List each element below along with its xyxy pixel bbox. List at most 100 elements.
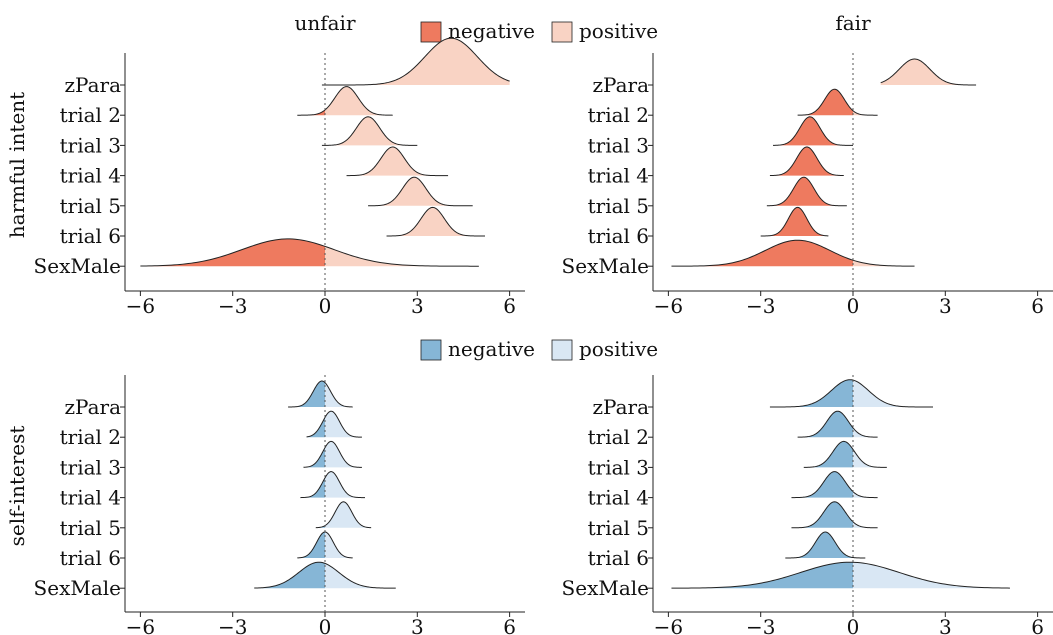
x-tick-label: −6 [126, 615, 155, 635]
ridge-fill-positive [853, 449, 887, 468]
ridge-label: trial 3 [60, 455, 121, 479]
x-tick-label: 3 [411, 615, 424, 635]
x-tick-label: −6 [654, 615, 683, 635]
ridge-fill-positive [325, 532, 353, 558]
x-tick-label: −6 [126, 294, 155, 318]
x-tick-label: −3 [218, 294, 247, 318]
ridge-fill-positive [853, 427, 878, 438]
x-tick-label: 0 [319, 294, 332, 318]
ridge-fill-negative [671, 562, 853, 589]
ridge-fill-positive [386, 207, 485, 236]
panel-0-1: −6 −3 0 3 6 SexMale trial 6 trial 5 trial 4 trial… [562, 53, 1053, 318]
ridge-label: trial 6 [588, 546, 649, 570]
legend-label-positive: positive [579, 337, 658, 361]
column-title-unfair: unfair [294, 11, 355, 35]
legend-label-negative: negative [448, 337, 535, 361]
ridge-label: trial 2 [588, 103, 649, 127]
ridge-fill-negative [803, 441, 853, 468]
ridge-fill-positive [325, 382, 353, 407]
ridge-fill-positive [325, 116, 418, 146]
ridge-fill-negative [766, 177, 847, 206]
ridge-outline [306, 410, 362, 438]
ridge-outline [254, 561, 396, 589]
legend-swatch-negative [420, 339, 442, 361]
x-tick-label: 0 [319, 615, 332, 635]
legend-swatch-positive [551, 21, 573, 43]
ridge-label: trial 3 [588, 455, 649, 479]
ridge-label: SexMale [34, 576, 121, 600]
ridge-label: SexMale [34, 254, 121, 278]
ridge-fill-negative [315, 525, 325, 528]
ridge-label: SexMale [562, 254, 649, 278]
ridge-label: trial 3 [588, 133, 649, 157]
ridge-fill-negative [303, 447, 325, 468]
ridge-label: trial 5 [588, 516, 649, 540]
ridge-fill-negative [297, 532, 325, 558]
ridge-label: zPara [592, 395, 649, 419]
ridge-label: zPara [592, 73, 649, 97]
ridge-outline [140, 238, 479, 267]
ridge-fill-negative [254, 562, 325, 589]
ridge-outline [880, 58, 977, 86]
ridge-label: trial 2 [60, 103, 121, 127]
ridge-outline [791, 471, 878, 499]
x-tick-label: 6 [1031, 615, 1044, 635]
ridge-outline [368, 176, 473, 207]
ridge-label: SexMale [562, 576, 649, 600]
row-title-harmful-intent: harmful intent [5, 92, 29, 238]
x-tick-label: 0 [847, 294, 860, 318]
ridge-label: trial 5 [60, 516, 121, 540]
x-tick-label: −3 [746, 615, 775, 635]
ridge-outline [769, 379, 934, 408]
ridge-outline [321, 116, 418, 146]
ridge-outline [303, 440, 362, 468]
ridge-label: trial 4 [60, 486, 121, 510]
ridge-fill-positive [325, 471, 365, 498]
ridge-outline [386, 206, 486, 237]
legend-swatch-positive [551, 339, 573, 361]
ridge-fill-negative [671, 240, 853, 267]
ridge-label: trial 4 [588, 486, 649, 510]
ridge-outline [321, 37, 510, 86]
ridge-label: trial 5 [60, 194, 121, 218]
ridge-fill-negative [288, 381, 325, 407]
x-tick-label: 6 [503, 615, 516, 635]
ridge-fill-positive [368, 177, 473, 206]
x-tick-label: 6 [1031, 294, 1044, 318]
legend-label-positive: positive [579, 19, 658, 43]
ridge-outline [769, 146, 844, 177]
ridge-outline [791, 501, 878, 529]
ridge-label: trial 4 [588, 164, 649, 188]
ridge-outline [766, 176, 847, 207]
column-title-fair: fair [835, 11, 871, 35]
ridge-outline [671, 561, 1010, 589]
ridge-outline [297, 86, 393, 116]
ridge-fill-positive [325, 86, 393, 116]
ridge-label: trial 2 [588, 425, 649, 449]
ridge-fill-negative [306, 417, 325, 438]
ridge-outline [300, 471, 366, 499]
legend-harmful-intent: negative positive [420, 19, 658, 43]
ridge-fill-positive [853, 562, 1010, 589]
ridge-outline [785, 531, 866, 559]
ridge-outline [288, 380, 353, 408]
ridge-outline [797, 88, 878, 116]
ridge-fill-positive [325, 246, 479, 267]
panel-0-0: −6 −3 0 3 6 SexMale trial 6 trial 5 trial 4 trial… [34, 37, 525, 318]
legend-self-interest: negative positive [420, 337, 658, 361]
x-tick-label: −3 [746, 294, 775, 318]
ridge-label: zPara [64, 395, 121, 419]
x-tick-label: −3 [218, 615, 247, 635]
ridge-fill-negative [300, 477, 325, 498]
ridge-fill-positive [880, 59, 977, 85]
ridge-fill-positive [853, 260, 915, 267]
x-tick-label: −6 [654, 294, 683, 318]
ridge-label: trial 5 [588, 194, 649, 218]
ridge-label: trial 6 [588, 224, 649, 248]
x-tick-label: 6 [503, 294, 516, 318]
legend-swatch-negative [420, 21, 442, 43]
ridge-outline [803, 440, 887, 468]
x-tick-label: 3 [939, 615, 952, 635]
ridge-fill-positive [325, 441, 362, 468]
